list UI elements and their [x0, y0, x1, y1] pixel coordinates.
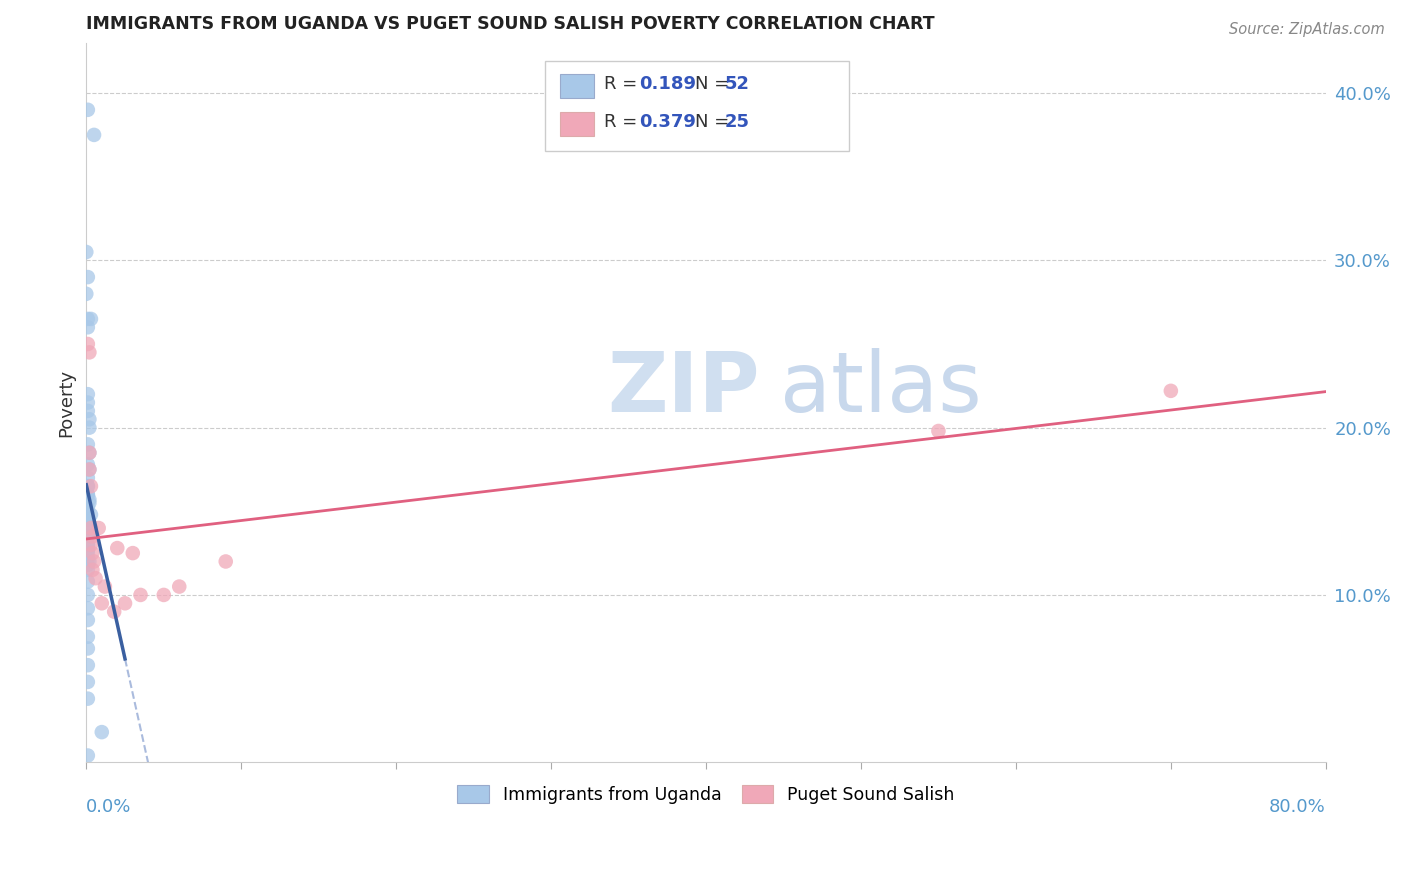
Point: [79, 412, 101, 426]
Text: 25: 25: [724, 113, 749, 131]
Point: [76, 471, 98, 485]
Legend: Immigrants from Uganda, Puget Sound Salish: Immigrants from Uganda, Puget Sound Sali…: [450, 779, 962, 811]
Point: [76, 337, 98, 351]
Point: [79, 420, 101, 434]
Point: [76, 529, 98, 543]
Point: [76, 674, 98, 689]
Point: [76, 458, 98, 472]
Point: [76, 588, 98, 602]
Point: [76, 538, 98, 552]
Point: [76, 546, 98, 560]
Point: [76, 542, 98, 557]
Point: [76, 479, 98, 493]
Point: [76, 479, 98, 493]
Text: R =: R =: [605, 113, 644, 131]
Point: [215, 554, 238, 568]
Text: IMMIGRANTS FROM UGANDA VS PUGET SOUND SALISH POVERTY CORRELATION CHART: IMMIGRANTS FROM UGANDA VS PUGET SOUND SA…: [86, 15, 935, 33]
Point: [75, 245, 97, 260]
Text: 52: 52: [724, 75, 749, 93]
Point: [80, 538, 103, 552]
Point: [75, 286, 97, 301]
Point: [76, 558, 98, 572]
Text: 0.0%: 0.0%: [86, 798, 132, 816]
Point: [76, 513, 98, 527]
Point: [76, 312, 98, 326]
Point: [76, 601, 98, 615]
Point: [82, 529, 104, 543]
Point: [79, 345, 101, 359]
Point: [79, 462, 101, 476]
Point: [80, 479, 103, 493]
Point: [80, 521, 103, 535]
Y-axis label: Poverty: Poverty: [58, 368, 75, 436]
Point: [76, 574, 98, 589]
Point: [114, 596, 136, 610]
Point: [76, 270, 98, 285]
FancyBboxPatch shape: [560, 112, 595, 136]
Point: [90, 596, 112, 610]
Point: [83, 554, 105, 568]
Point: [76, 395, 98, 409]
Point: [129, 588, 152, 602]
Point: [167, 580, 190, 594]
Point: [87, 521, 110, 535]
Point: [152, 588, 174, 602]
Text: atlas: atlas: [780, 348, 983, 429]
Point: [76, 513, 98, 527]
Text: N =: N =: [695, 75, 735, 93]
Point: [82, 563, 104, 577]
Point: [76, 320, 98, 334]
Point: [76, 748, 98, 763]
Point: [121, 546, 143, 560]
Point: [76, 404, 98, 418]
Point: [79, 492, 101, 507]
Point: [82, 546, 104, 560]
Point: [83, 128, 105, 142]
Point: [76, 658, 98, 673]
Point: [76, 387, 98, 401]
Point: [76, 691, 98, 706]
Point: [76, 563, 98, 577]
Point: [76, 487, 98, 501]
Point: [94, 580, 117, 594]
Point: [79, 446, 101, 460]
Point: [79, 521, 101, 535]
Point: [76, 527, 98, 541]
Point: [79, 496, 101, 510]
Point: [76, 538, 98, 552]
Point: [927, 424, 949, 438]
Point: [76, 613, 98, 627]
Text: N =: N =: [695, 113, 735, 131]
Point: [76, 504, 98, 518]
Point: [84, 571, 107, 585]
Point: [79, 446, 101, 460]
Point: [79, 554, 101, 568]
Point: [76, 630, 98, 644]
Point: [105, 541, 128, 555]
FancyBboxPatch shape: [560, 74, 595, 98]
Point: [79, 462, 101, 476]
Point: [76, 487, 98, 501]
Point: [76, 551, 98, 566]
Text: R =: R =: [605, 75, 644, 93]
Text: 80.0%: 80.0%: [1270, 798, 1326, 816]
Point: [90, 725, 112, 739]
Point: [76, 641, 98, 656]
Point: [103, 605, 125, 619]
Point: [76, 521, 98, 535]
Text: ZIP: ZIP: [607, 348, 759, 429]
Point: [76, 437, 98, 451]
Text: 0.379: 0.379: [640, 113, 696, 131]
Text: Source: ZipAtlas.com: Source: ZipAtlas.com: [1229, 22, 1385, 37]
Point: [76, 500, 98, 515]
Point: [80, 508, 103, 522]
Point: [80, 312, 103, 326]
Point: [76, 103, 98, 117]
Point: [1160, 384, 1182, 398]
FancyBboxPatch shape: [546, 61, 849, 151]
Text: 0.189: 0.189: [640, 75, 696, 93]
